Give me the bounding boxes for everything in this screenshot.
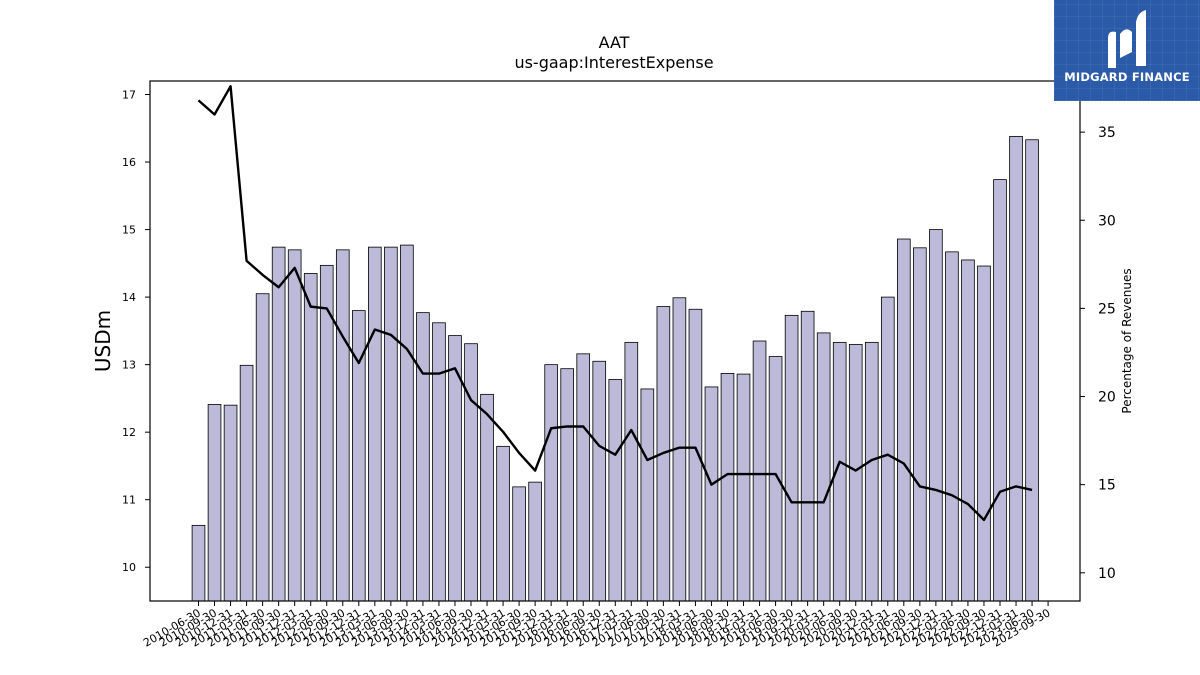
bar <box>945 251 959 602</box>
bar <box>768 356 783 602</box>
bar <box>191 524 206 602</box>
bar <box>977 265 991 602</box>
brand-name: MIDGARD FINANCE <box>1064 70 1190 84</box>
bar <box>480 393 494 602</box>
y-tick-label: 15 <box>122 224 136 237</box>
bar <box>816 332 831 602</box>
bar <box>913 247 927 602</box>
y-tick-label: 17 <box>122 89 136 102</box>
bar <box>512 486 526 602</box>
bar <box>640 388 655 602</box>
bar <box>624 341 639 602</box>
y2-tick-label: 20 <box>1098 390 1116 406</box>
bar <box>544 364 558 602</box>
bar <box>720 373 735 602</box>
bar <box>560 368 574 602</box>
bar <box>704 386 719 602</box>
bar <box>528 481 542 602</box>
bar <box>1009 135 1023 602</box>
bar <box>800 310 815 602</box>
y2-axis-label: Percentage of Revenues <box>1120 268 1134 413</box>
y2-tick-label: 35 <box>1098 125 1116 141</box>
bar <box>464 343 478 602</box>
y-tick-label: 13 <box>122 359 136 372</box>
series-line <box>197 85 1033 522</box>
y-tick-label: 16 <box>122 156 136 169</box>
bar <box>432 322 446 602</box>
bar <box>255 293 270 602</box>
bar <box>400 244 414 602</box>
midgard-finance-logo: MIDGARD FINANCE <box>1054 0 1200 101</box>
bar <box>848 343 863 602</box>
y-tick-label: 11 <box>122 494 136 507</box>
bar <box>271 246 286 602</box>
bar <box>368 246 382 602</box>
y2-tick-label: 10 <box>1098 566 1116 582</box>
bar <box>1025 139 1039 602</box>
y2-tick-label: 30 <box>1098 213 1116 229</box>
bar <box>897 238 911 602</box>
bar <box>736 373 751 602</box>
bar <box>993 179 1007 602</box>
y-tick-label: 10 <box>122 561 136 574</box>
bar <box>961 259 975 602</box>
bar <box>880 296 895 602</box>
bar <box>384 246 398 602</box>
bar-series <box>191 135 1039 602</box>
chart-subtitle: us-gaap:InterestExpense <box>514 53 713 72</box>
chart-title: AAT <box>599 33 630 52</box>
bar <box>303 273 318 602</box>
y-axis-label: USDm <box>91 310 115 372</box>
bar <box>287 249 302 602</box>
bar <box>335 249 350 602</box>
bar <box>576 353 591 602</box>
bar <box>239 364 254 602</box>
bar <box>608 379 623 602</box>
bar <box>752 340 767 602</box>
y-tick-label: 12 <box>122 426 136 439</box>
bar <box>864 341 879 602</box>
y2-tick-label: 15 <box>1098 478 1116 494</box>
axes: 10111213141516171015202530352010-06-3020… <box>122 80 1116 650</box>
y-tick-label: 14 <box>122 291 136 304</box>
bar <box>496 445 510 602</box>
bar <box>929 229 943 602</box>
bar <box>416 312 430 602</box>
midgard-m-icon <box>1108 10 1146 68</box>
bar <box>207 404 222 602</box>
bar <box>592 360 607 602</box>
y2-tick-label: 25 <box>1098 301 1116 317</box>
line-series <box>197 85 1033 522</box>
bar <box>223 404 238 602</box>
bar <box>784 314 799 602</box>
